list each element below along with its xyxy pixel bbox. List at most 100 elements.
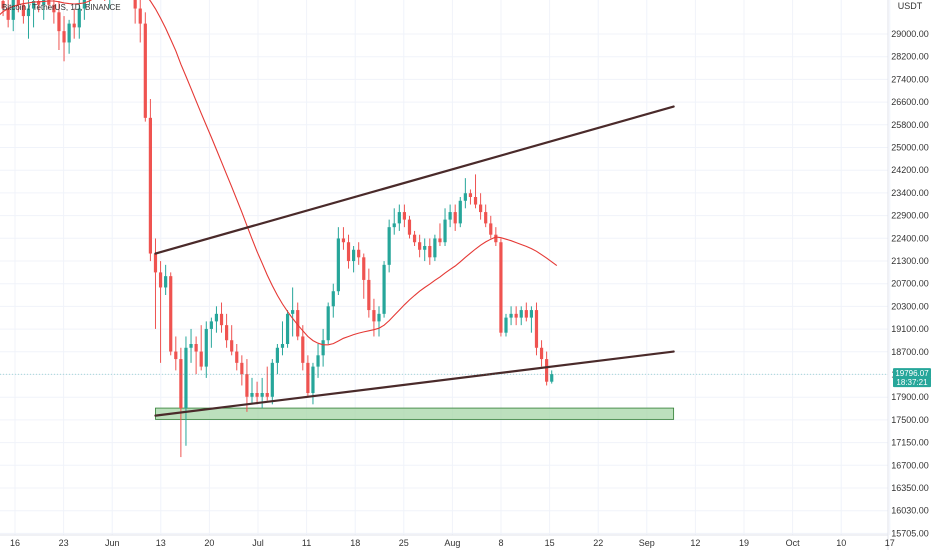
price-tick-label: 20300.00 [891,301,929,311]
price-tick-label: 26600.00 [891,97,929,107]
candle-up [67,19,71,54]
candle-down [230,325,234,356]
candle-up [377,306,381,337]
candle-body [545,359,549,382]
candle-body [296,310,300,337]
candle-up [311,362,315,405]
candle-down [72,8,76,39]
time-tick-label: 12 [690,538,700,548]
candle-body [336,238,340,292]
candle-body [423,246,427,250]
candle-down [143,12,147,122]
candle-down [16,0,20,13]
candle-body [433,238,437,258]
candle-body [214,313,219,322]
candle-down [240,355,244,386]
symbol-legend[interactable]: Bitcoin / TetherUS, 1D, BINANCE [2,3,121,12]
candle-body [372,310,376,322]
candle-down [62,16,66,62]
candle-body [387,227,391,265]
candle-down [402,204,406,228]
candle-down [453,204,457,231]
candle-body [143,23,147,118]
time-axis[interactable]: 16 23 Jun 13 20 Jul 11 18 25 Aug 8 15 22 Sep 12 19 Oct 10… [10,538,895,548]
candle-body [138,8,142,24]
candle-down [362,253,366,299]
candle-up [280,321,285,356]
candle-body [230,340,234,352]
price-tick-label: 20700.00 [891,279,929,289]
time-tick-label: Jun [105,538,120,548]
candle-down [534,302,539,356]
candle-up [443,208,447,246]
candle-body [225,325,229,341]
time-tick-label: 13 [156,538,166,548]
candle-body [524,310,528,318]
candle-down [219,302,224,333]
candle-body [529,310,533,318]
candle-up [336,227,340,295]
time-tick-label: 25 [399,538,409,548]
candle-body [275,347,279,363]
candle-body [473,197,478,205]
candle-body [240,362,244,375]
candle-up [321,328,325,367]
time-tick-label: 17 [885,538,895,548]
candle-body [260,393,264,397]
candle-body [534,310,539,348]
candle-body [331,291,335,307]
candle-up [504,313,508,337]
candle-body [148,117,152,254]
candles-layer [1,0,554,458]
candle-down [489,215,493,239]
candle-body [1,1,5,9]
candle-body [346,242,351,262]
candle-up [42,0,46,20]
candle-body [352,249,356,262]
candle-down [407,215,412,239]
price-tick-label: 21300.00 [891,256,929,266]
candle-down [438,223,442,246]
price-tick-label: 28200.00 [891,52,929,62]
candle-body [468,193,473,197]
candle-up [275,344,279,375]
time-tick-label: 15 [545,538,555,548]
candle-down [179,347,183,458]
candle-body [31,1,36,9]
candle-down [306,355,310,397]
candle-up [26,0,31,39]
candle-body [184,347,188,409]
time-tick-label: 18 [350,538,360,548]
time-tick-label: 23 [59,538,69,548]
candle-up [397,204,401,231]
candle-body [418,242,422,250]
candle-down [428,238,432,265]
candle-up [209,317,213,348]
candle-body [458,200,462,224]
time-tick-label: 19 [739,538,749,548]
candle-body [250,393,254,397]
candle-body [52,4,56,13]
candle-body [199,351,203,367]
candle-body [311,366,315,393]
candle-body [164,276,168,288]
candle-down [514,306,518,326]
candle-body [194,344,198,352]
price-tick-label: 25800.00 [891,120,929,130]
candle-down [235,344,239,371]
candle-body [153,253,158,273]
candle-body [306,362,310,393]
candle-down [545,351,549,386]
candle-body [402,212,406,220]
last-price-badge [893,368,931,379]
candle-down [194,336,198,375]
countdown-badge [893,377,931,388]
candle-body [321,340,325,356]
candle-body [504,317,508,333]
candle-down [21,0,25,24]
time-tick-label: Jul [252,538,264,548]
candle-up [509,306,513,326]
price-tick-label: 23400.00 [891,188,929,198]
